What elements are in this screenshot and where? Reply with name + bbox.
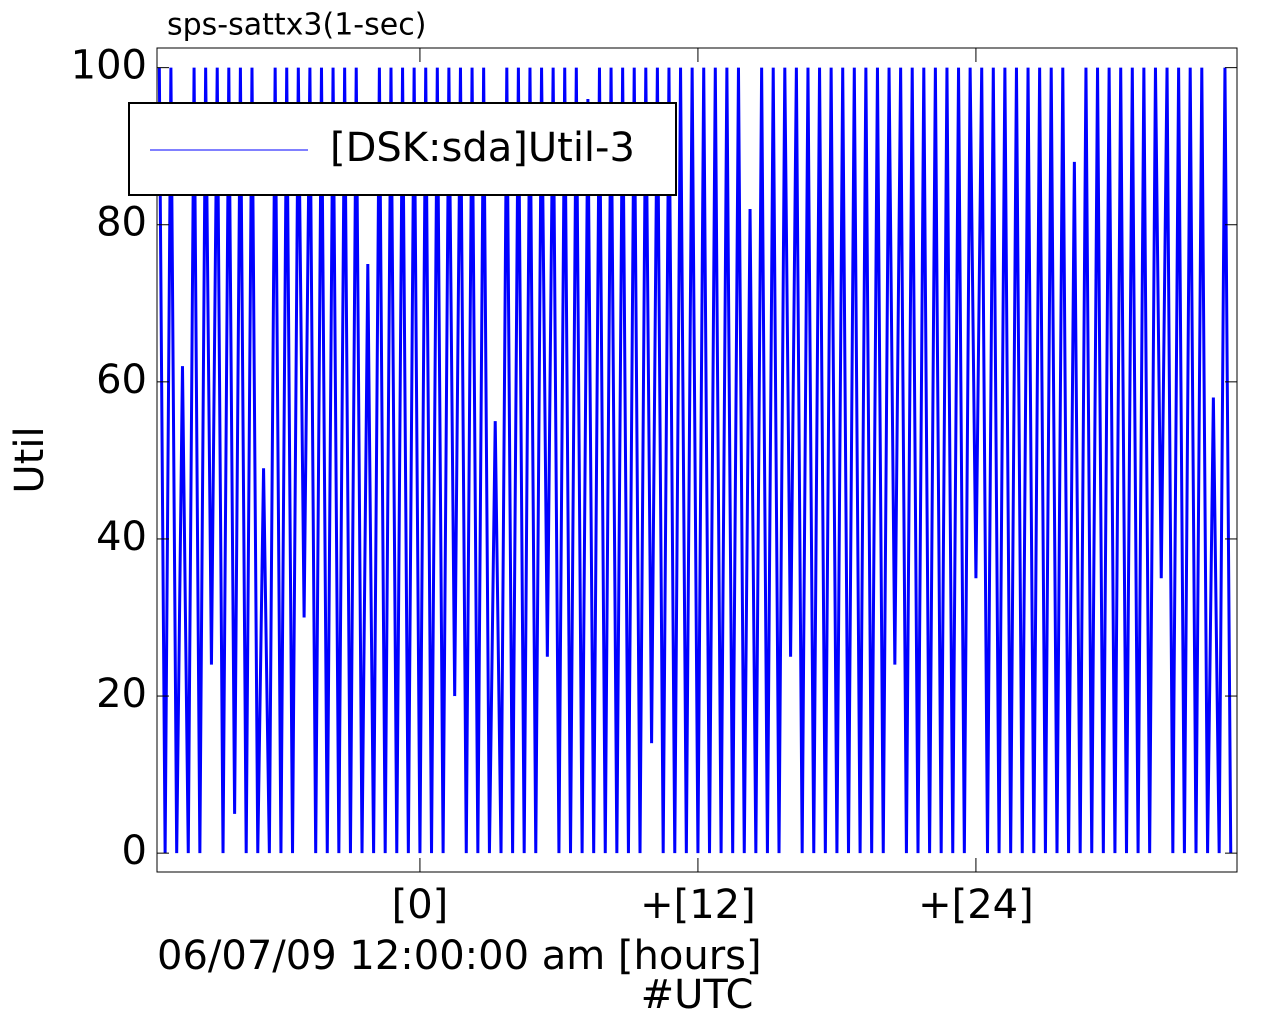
y-tick-label: 20	[96, 671, 147, 717]
x-tick-label: +[24]	[918, 882, 1034, 928]
data-line	[157, 67, 1233, 854]
x-axis-label-2: #UTC	[641, 972, 754, 1018]
y-axis-label: Util	[7, 426, 53, 493]
legend-label: [DSK:sda]Util-3	[330, 125, 635, 171]
chart-title: sps-sattx3(1-sec)	[167, 8, 426, 43]
legend-box	[128, 102, 677, 196]
x-tick-label: +[12]	[640, 882, 756, 928]
plot-frame	[156, 47, 1238, 873]
x-axis-label: 06/07/09 12:00:00 am [hours]	[157, 933, 762, 979]
y-tick-label: 80	[96, 200, 147, 246]
y-tick-label: 0	[122, 828, 147, 874]
y-tick-label: 40	[96, 514, 147, 560]
x-tick-label: [0]	[392, 882, 449, 928]
y-tick-label: 100	[71, 43, 147, 89]
y-tick-label: 60	[96, 357, 147, 403]
